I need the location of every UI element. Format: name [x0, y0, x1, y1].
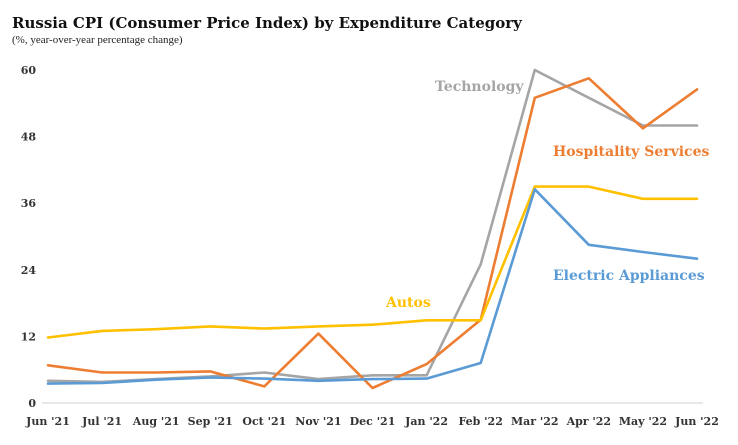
series-label-autos: Autos — [385, 295, 431, 311]
series-label-electric-appliances: Electric Appliances — [553, 268, 705, 284]
x-tick-label: Jul '21 — [81, 415, 122, 428]
x-tick-label: Oct '21 — [242, 415, 286, 428]
y-tick-label: 48 — [21, 131, 37, 144]
chart-title: Russia CPI (Consumer Price Index) by Exp… — [12, 14, 522, 32]
y-tick-label: 12 — [21, 330, 36, 343]
x-tick-label: Aug '21 — [132, 415, 180, 428]
x-tick-label: Jun '21 — [25, 415, 70, 428]
x-tick-label: May '22 — [619, 415, 667, 428]
x-tick-label: Nov '21 — [295, 415, 341, 428]
series-line-hospitality-services — [46, 77, 699, 390]
series-line-autos — [46, 185, 699, 339]
series-line-electric-appliances — [46, 188, 699, 385]
y-tick-label: 36 — [21, 197, 37, 210]
chart-subtitle: (%, year-over-year percentage change) — [12, 34, 183, 46]
x-tick-label: Mar '22 — [511, 415, 559, 428]
x-tick-label: Sep '21 — [188, 415, 233, 428]
x-tick-label: Jan '22 — [404, 415, 448, 428]
series-label-hospitality-services: Hospitality Services — [553, 144, 709, 160]
series-label-technology: Technology — [435, 79, 524, 95]
series-line-technology — [46, 68, 699, 384]
x-tick-label: Dec '21 — [350, 415, 396, 428]
x-tick-label: Jun '22 — [674, 415, 719, 428]
y-tick-label: 0 — [28, 397, 36, 410]
y-tick-label: 24 — [21, 264, 37, 277]
y-tick-label: 60 — [21, 64, 37, 77]
x-tick-label: Apr '22 — [566, 415, 612, 428]
x-tick-label: Feb '22 — [458, 415, 502, 428]
